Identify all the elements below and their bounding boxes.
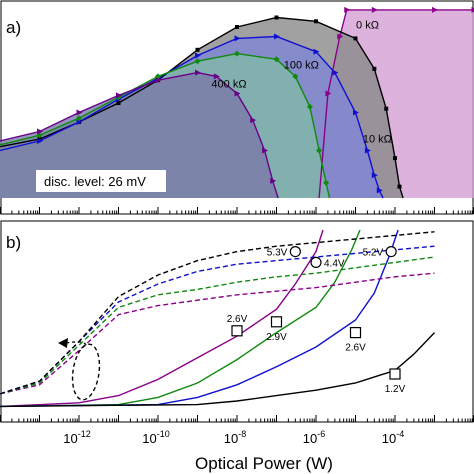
panel-b-ticks xyxy=(0,415,474,422)
circle-marker-0 xyxy=(289,246,301,258)
panel-a-lines xyxy=(0,6,474,199)
point-1-11 xyxy=(364,147,371,154)
curve-solid-2 xyxy=(0,229,399,408)
point-2-2 xyxy=(76,115,82,122)
point-3-7 xyxy=(234,90,241,97)
point-2-5 xyxy=(194,58,201,65)
curve-dashed-5 xyxy=(0,256,435,395)
point-3-9 xyxy=(262,147,269,154)
disc-level-box xyxy=(36,170,166,192)
point-2-7 xyxy=(273,56,280,63)
point-3-1 xyxy=(37,128,43,135)
x-tick-label-4: 10-4 xyxy=(382,429,404,446)
x-tick-labels: 10-12 10-10 10-8 10-6 10-4 xyxy=(63,429,404,446)
point-1-2 xyxy=(76,119,83,125)
point-0-13 xyxy=(397,184,402,189)
point-4-1 xyxy=(325,90,332,97)
series-label-1: 10 kΩ xyxy=(363,134,392,146)
left-arrow-head xyxy=(58,338,68,348)
point-3-8 xyxy=(250,117,257,124)
disc-level-annotation: disc. level: 26 mV xyxy=(44,174,146,189)
marker-label-5: 2.6V xyxy=(345,343,366,354)
marker-label-0: 5.3V xyxy=(267,248,288,259)
series-label-2: 100 kΩ xyxy=(284,59,319,71)
point-4-6 xyxy=(471,6,474,13)
point-4-5 xyxy=(432,6,438,13)
point-3-6 xyxy=(213,73,220,80)
point-3-4 xyxy=(155,77,162,84)
point-0-3 xyxy=(116,101,121,105)
panel-b: 5.3V 5.2V4.4V2.6V2.9V2.6V1.2V 10-12 10-10 1… xyxy=(0,220,474,473)
point-1-5 xyxy=(195,52,201,59)
point-0-12 xyxy=(393,156,397,161)
dashed-curves-arrow xyxy=(58,338,101,401)
point-3-5 xyxy=(195,69,201,76)
panel-a-label: a) xyxy=(6,18,21,37)
series-line-3 xyxy=(0,71,279,199)
series-label-3: 400 kΩ xyxy=(211,79,246,91)
point-3-3 xyxy=(116,92,122,99)
square-marker-5 xyxy=(349,327,362,339)
curve-solid-3 xyxy=(0,332,436,408)
point-0-7 xyxy=(274,15,279,20)
marker-label-3: 2.6V xyxy=(227,314,248,325)
area-3 xyxy=(0,72,279,198)
curve-dashed-4 xyxy=(0,272,435,395)
marker-label-2: 4.4V xyxy=(324,258,345,269)
point-1-12 xyxy=(371,172,378,179)
point-0-11 xyxy=(384,106,389,111)
point-0-1 xyxy=(37,137,42,142)
curve-solid-1 xyxy=(0,229,361,408)
x-tick-label-1: 10-10 xyxy=(142,429,169,446)
point-2-9 xyxy=(306,103,313,110)
panel-a-areas xyxy=(0,9,474,199)
marker-label-6: 1.2V xyxy=(385,384,406,395)
square-marker-3 xyxy=(231,325,243,337)
circle-marker-2 xyxy=(310,256,322,268)
point-4-2 xyxy=(337,33,344,40)
panel-a: 0 kΩ 10 kΩ 100 kΩ 400 kΩ a) disc. level: 26… xyxy=(0,0,474,215)
point-1-7 xyxy=(274,33,280,40)
left-arrow-line xyxy=(65,341,87,346)
panel-b-label: b) xyxy=(6,233,21,252)
point-1-8 xyxy=(313,48,320,55)
marker-label-1: 5.2V xyxy=(363,248,384,259)
curve-dashed-7 xyxy=(0,231,435,395)
panel-b-lines xyxy=(0,229,436,408)
point-2-8 xyxy=(292,73,299,80)
curve-solid-0 xyxy=(0,229,324,408)
point-0-10 xyxy=(372,66,377,71)
series-label-0: 0 kΩ xyxy=(356,19,379,31)
point-4-3 xyxy=(344,6,351,13)
point-0-9 xyxy=(353,36,358,41)
panel-a-ticks xyxy=(0,207,474,214)
marker-label-4: 2.9V xyxy=(266,332,287,343)
point-1-9 xyxy=(332,69,339,76)
point-2-6 xyxy=(234,50,240,57)
point-4-4 xyxy=(371,6,378,13)
point-1-10 xyxy=(353,109,359,116)
point-2-10 xyxy=(316,147,323,154)
point-0-8 xyxy=(314,19,318,24)
panel-a-labels: 0 kΩ 10 kΩ 100 kΩ 400 kΩ xyxy=(211,19,391,145)
point-1-1 xyxy=(37,138,43,144)
x-tick-label-3: 10-6 xyxy=(303,429,325,446)
x-axis-label: Optical Power (W) xyxy=(195,454,333,473)
point-3-10 xyxy=(270,177,277,184)
point-1-6 xyxy=(234,35,241,42)
square-marker-6 xyxy=(389,368,401,380)
point-2-11 xyxy=(323,179,330,186)
point-0-6 xyxy=(235,25,239,29)
point-1-13 xyxy=(376,187,383,194)
panel-b-markers: 5.3V 5.2V 4.4V 2.6V 2.9V 2.6V 1.2V xyxy=(227,246,406,395)
point-0-5 xyxy=(195,47,200,52)
x-tick-label-0: 10-12 xyxy=(63,429,90,446)
square-marker-4 xyxy=(270,316,283,328)
x-tick-label-2: 10-8 xyxy=(224,429,246,446)
circle-marker-1 xyxy=(385,246,397,258)
point-3-2 xyxy=(76,109,83,116)
dashed-group-ellipse xyxy=(71,343,101,401)
